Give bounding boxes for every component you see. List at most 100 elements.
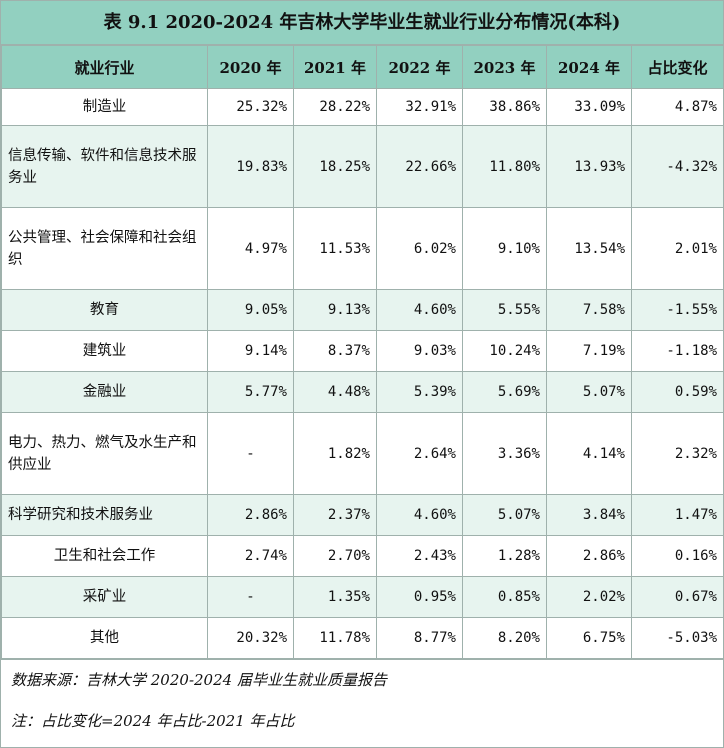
value-cell: 4.60% <box>376 289 463 331</box>
value-cell: 5.69% <box>462 371 547 413</box>
table-footer: 数据来源：吉林大学 2020-2024 届毕业生就业质量报告 注：占比变化=20… <box>1 659 723 742</box>
value-cell: 5.07% <box>546 371 632 413</box>
header-change: 占比变化 <box>631 45 724 89</box>
value-cell: 25.32% <box>207 88 294 126</box>
value-cell: 3.84% <box>546 494 632 536</box>
change-cell: 0.67% <box>631 576 724 618</box>
industry-cell: 卫生和社会工作 <box>1 535 208 577</box>
industry-cell: 教育 <box>1 289 208 331</box>
value-cell: 8.20% <box>462 617 547 659</box>
industry-cell: 制造业 <box>1 88 208 126</box>
value-cell: 1.28% <box>462 535 547 577</box>
change-cell: -4.32% <box>631 125 724 208</box>
industry-cell: 采矿业 <box>1 576 208 618</box>
value-cell: 2.43% <box>376 535 463 577</box>
industry-cell: 科学研究和技术服务业 <box>1 494 208 536</box>
change-cell: 1.47% <box>631 494 724 536</box>
table-row: 卫生和社会工作 2.74% 2.70% 2.43% 1.28% 2.86% 0.… <box>1 535 724 577</box>
value-cell: 1.82% <box>293 412 377 495</box>
industry-cell: 金融业 <box>1 371 208 413</box>
header-2020: 2020 年 <box>207 45 294 89</box>
table-row: 电力、热力、燃气及水生产和供应业 - 1.82% 2.64% 3.36% 4.1… <box>1 412 724 495</box>
value-cell: 4.14% <box>546 412 632 495</box>
value-cell: 2.70% <box>293 535 377 577</box>
formula-note: 注：占比变化=2024 年占比-2021 年占比 <box>11 712 295 730</box>
value-cell: 20.32% <box>207 617 294 659</box>
value-cell: 5.39% <box>376 371 463 413</box>
value-cell: 2.37% <box>293 494 377 536</box>
value-cell: 28.22% <box>293 88 377 126</box>
value-cell: 9.03% <box>376 330 463 372</box>
table-row: 其他 20.32% 11.78% 8.77% 8.20% 6.75% -5.03… <box>1 617 724 659</box>
table-row: 制造业 25.32% 28.22% 32.91% 38.86% 33.09% 4… <box>1 88 724 126</box>
value-cell: 13.54% <box>546 207 632 290</box>
value-cell: 2.86% <box>207 494 294 536</box>
value-cell: 19.83% <box>207 125 294 208</box>
table-row: 金融业 5.77% 4.48% 5.39% 5.69% 5.07% 0.59% <box>1 371 724 413</box>
value-cell: 8.77% <box>376 617 463 659</box>
value-cell: 32.91% <box>376 88 463 126</box>
value-cell: 9.13% <box>293 289 377 331</box>
value-cell: 4.48% <box>293 371 377 413</box>
value-cell: 8.37% <box>293 330 377 372</box>
data-source-note: 数据来源：吉林大学 2020-2024 届毕业生就业质量报告 <box>11 671 387 689</box>
value-cell: 1.35% <box>293 576 377 618</box>
value-cell: 5.55% <box>462 289 547 331</box>
value-cell: 7.58% <box>546 289 632 331</box>
header-2022: 2022 年 <box>376 45 463 89</box>
value-cell: 5.07% <box>462 494 547 536</box>
value-cell: 4.60% <box>376 494 463 536</box>
change-cell: 0.16% <box>631 535 724 577</box>
header-industry: 就业行业 <box>1 45 208 89</box>
value-cell: 13.93% <box>546 125 632 208</box>
value-cell: 4.97% <box>207 207 294 290</box>
value-cell: - <box>207 576 294 618</box>
industry-cell: 信息传输、软件和信息技术服务业 <box>1 125 208 208</box>
change-cell: 4.87% <box>631 88 724 126</box>
value-cell: 2.86% <box>546 535 632 577</box>
table-row: 教育 9.05% 9.13% 4.60% 5.55% 7.58% -1.55% <box>1 289 724 331</box>
change-cell: 0.59% <box>631 371 724 413</box>
value-cell: 22.66% <box>376 125 463 208</box>
value-cell: - <box>207 412 294 495</box>
value-cell: 33.09% <box>546 88 632 126</box>
table-row: 采矿业 - 1.35% 0.95% 0.85% 2.02% 0.67% <box>1 576 724 618</box>
change-cell: -1.18% <box>631 330 724 372</box>
industry-distribution-table: 就业行业 2020 年 2021 年 2022 年 2023 年 2024 年 … <box>1 45 724 659</box>
value-cell: 9.14% <box>207 330 294 372</box>
value-cell: 2.74% <box>207 535 294 577</box>
value-cell: 11.80% <box>462 125 547 208</box>
change-cell: 2.01% <box>631 207 724 290</box>
value-cell: 18.25% <box>293 125 377 208</box>
header-2024: 2024 年 <box>546 45 632 89</box>
value-cell: 3.36% <box>462 412 547 495</box>
value-cell: 6.02% <box>376 207 463 290</box>
header-row: 就业行业 2020 年 2021 年 2022 年 2023 年 2024 年 … <box>1 45 724 89</box>
industry-cell: 建筑业 <box>1 330 208 372</box>
table-row: 科学研究和技术服务业 2.86% 2.37% 4.60% 5.07% 3.84%… <box>1 494 724 536</box>
value-cell: 0.95% <box>376 576 463 618</box>
value-cell: 9.05% <box>207 289 294 331</box>
industry-cell: 其他 <box>1 617 208 659</box>
value-cell: 9.10% <box>462 207 547 290</box>
value-cell: 11.78% <box>293 617 377 659</box>
change-cell: -5.03% <box>631 617 724 659</box>
table-row: 公共管理、社会保障和社会组织 4.97% 11.53% 6.02% 9.10% … <box>1 207 724 290</box>
table-row: 信息传输、软件和信息技术服务业 19.83% 18.25% 22.66% 11.… <box>1 125 724 208</box>
industry-cell: 电力、热力、燃气及水生产和供应业 <box>1 412 208 495</box>
industry-cell: 公共管理、社会保障和社会组织 <box>1 207 208 290</box>
value-cell: 0.85% <box>462 576 547 618</box>
table-row: 建筑业 9.14% 8.37% 9.03% 10.24% 7.19% -1.18… <box>1 330 724 372</box>
value-cell: 11.53% <box>293 207 377 290</box>
value-cell: 6.75% <box>546 617 632 659</box>
header-2021: 2021 年 <box>293 45 377 89</box>
table-title: 表 9.1 2020-2024 年吉林大学毕业生就业行业分布情况(本科) <box>1 1 723 45</box>
value-cell: 2.02% <box>546 576 632 618</box>
value-cell: 38.86% <box>462 88 547 126</box>
value-cell: 5.77% <box>207 371 294 413</box>
header-2023: 2023 年 <box>462 45 547 89</box>
value-cell: 7.19% <box>546 330 632 372</box>
change-cell: -1.55% <box>631 289 724 331</box>
value-cell: 10.24% <box>462 330 547 372</box>
